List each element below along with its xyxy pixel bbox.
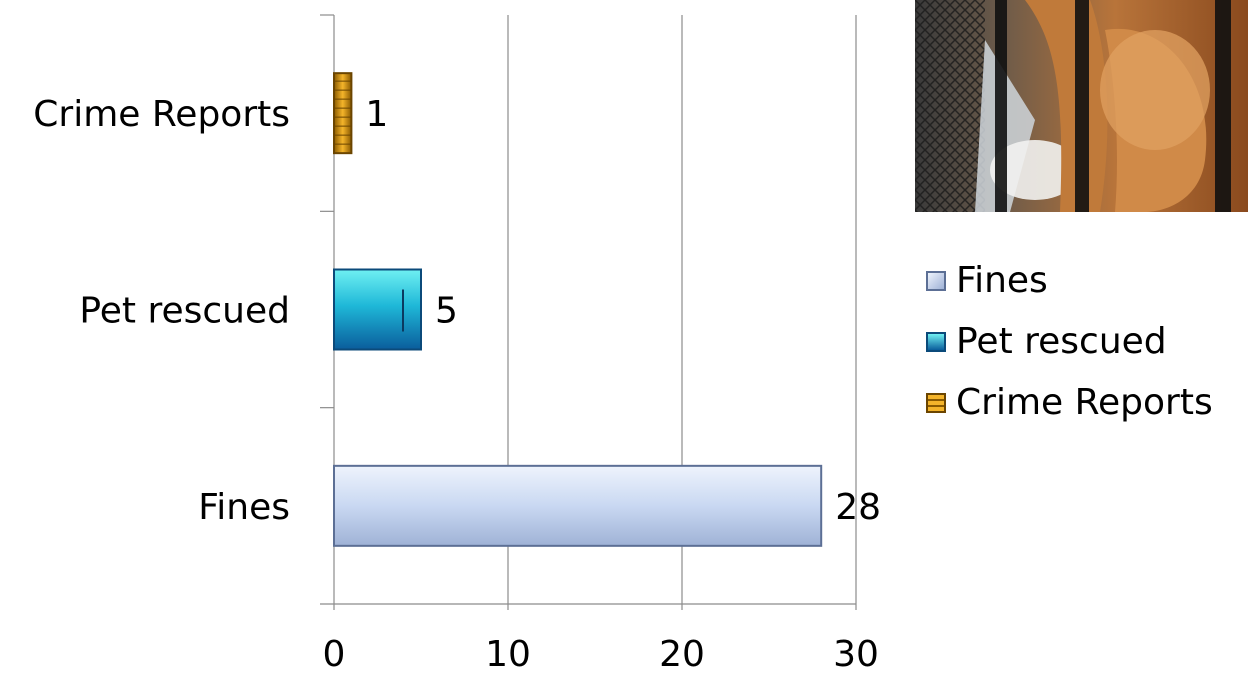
data-label-fines: 28 bbox=[835, 487, 881, 528]
bar-crime-reports bbox=[333, 72, 353, 155]
x-tick-label: 10 bbox=[485, 634, 531, 675]
legend-swatch-fines bbox=[926, 270, 946, 291]
legend-label: Crime Reports bbox=[956, 382, 1213, 423]
x-tick-label: 30 bbox=[833, 634, 879, 675]
data-label-crime-reports: 1 bbox=[365, 94, 388, 135]
x-tick-label: 0 bbox=[323, 634, 346, 675]
legend-label: Pet rescued bbox=[956, 321, 1167, 362]
bar-pet-rescued bbox=[333, 268, 422, 351]
chart-legend: Fines Pet rescued Crime Reports bbox=[926, 250, 1213, 433]
legend-swatch-crime-reports bbox=[926, 392, 946, 413]
category-label-pet-rescued: Pet rescued bbox=[79, 291, 290, 332]
legend-swatch-pet-rescued bbox=[926, 331, 946, 352]
dog-in-crate-photo bbox=[915, 0, 1248, 212]
legend-item-pet-rescued: Pet rescued bbox=[926, 311, 1213, 372]
legend-item-crime-reports: Crime Reports bbox=[926, 372, 1213, 433]
legend-label: Fines bbox=[956, 260, 1048, 301]
legend-item-fines: Fines bbox=[926, 250, 1213, 311]
bar-chart: 0 10 20 30 Crime Reports 1 Pet rescued 5 Fines 28 bbox=[33, 14, 881, 675]
category-label-fines: Fines bbox=[198, 487, 290, 528]
x-tick-label: 20 bbox=[659, 634, 705, 675]
bar-fines bbox=[333, 464, 823, 547]
category-label-crime-reports: Crime Reports bbox=[33, 94, 290, 135]
data-label-pet-rescued: 5 bbox=[435, 291, 458, 332]
